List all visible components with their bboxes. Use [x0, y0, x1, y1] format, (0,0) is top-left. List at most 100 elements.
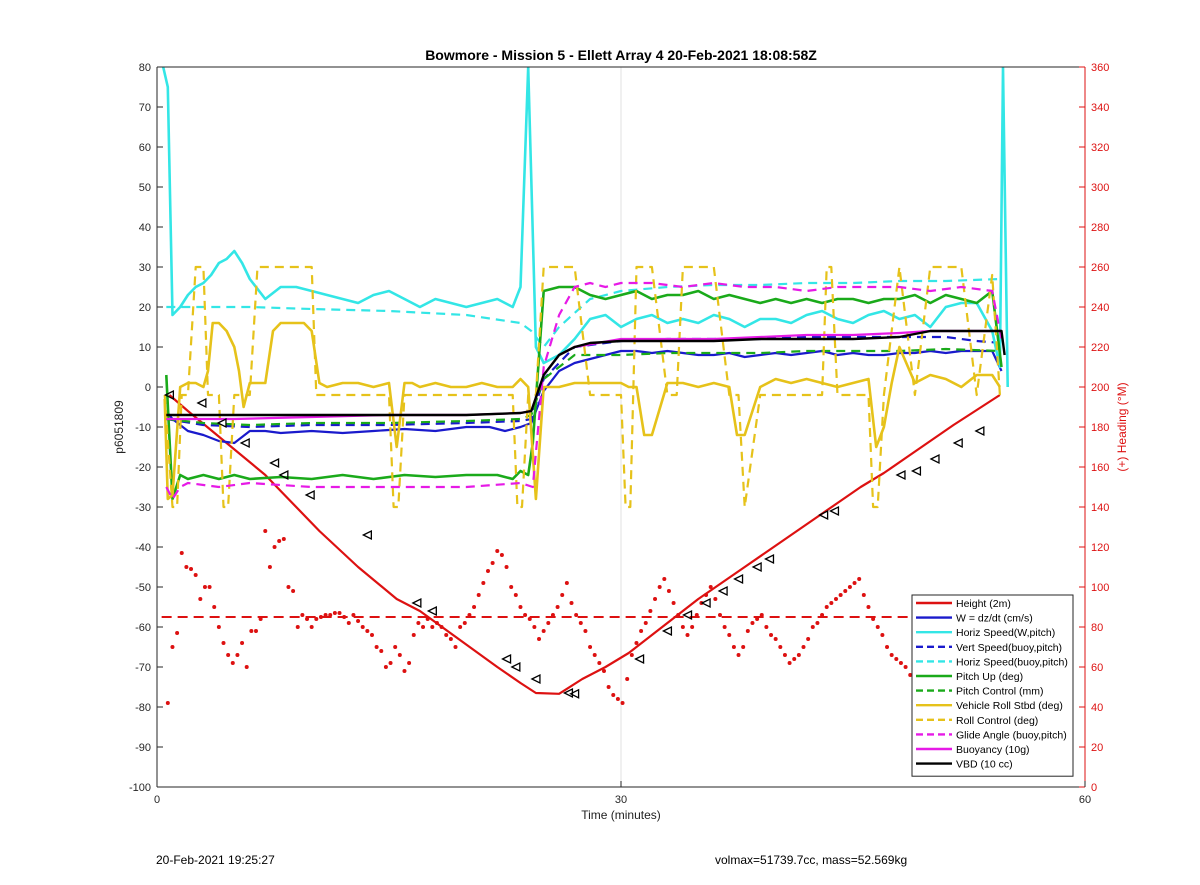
heading-point — [755, 617, 760, 621]
heading-point — [393, 645, 398, 649]
heading-point — [796, 653, 801, 657]
heading-point — [713, 597, 718, 601]
heading-point — [564, 581, 569, 585]
height-marker — [717, 585, 728, 597]
y-tick-label: 20 — [139, 302, 151, 314]
height-marker — [426, 605, 437, 617]
heading-point — [198, 597, 203, 601]
height-marker — [269, 457, 280, 469]
legend-label: Vehicle Roll Stbd (deg) — [956, 700, 1063, 712]
height-marker — [411, 597, 422, 609]
height-marker — [952, 437, 963, 449]
legend-label: Buoyancy (10g) — [956, 744, 1030, 756]
heading-point — [230, 661, 235, 665]
heading-point — [611, 693, 616, 697]
legend-label: Horiz Speed(W,pitch) — [956, 627, 1055, 639]
heading-point — [634, 641, 639, 645]
heading-point — [550, 613, 555, 617]
heading-point — [694, 613, 699, 617]
heading-point — [448, 637, 453, 641]
y2-tick-label: 20 — [1091, 742, 1103, 754]
height-marker — [895, 469, 906, 481]
heading-point — [351, 613, 356, 617]
legend-label: W = dz/dt (cm/s) — [956, 613, 1033, 625]
height-marker — [974, 425, 985, 437]
y-tick-label: 70 — [139, 102, 151, 114]
y-tick-label: 80 — [139, 62, 151, 74]
heading-point — [685, 633, 690, 637]
y2-tick-label: 280 — [1091, 222, 1109, 234]
y2-tick-label: 220 — [1091, 342, 1109, 354]
heading-point — [485, 569, 490, 573]
heading-point — [555, 605, 560, 609]
heading-point — [810, 625, 815, 629]
heading-point — [244, 665, 249, 669]
heading-point — [801, 645, 806, 649]
height-marker — [929, 453, 940, 465]
y2-tick-label: 60 — [1091, 662, 1103, 674]
heading-point — [430, 625, 435, 629]
heading-point — [379, 649, 384, 653]
heading-point — [467, 613, 472, 617]
heading-point — [277, 539, 282, 543]
heading-point — [824, 605, 829, 609]
heading-point — [875, 625, 880, 629]
heading-point — [792, 657, 797, 661]
heading-point — [402, 669, 407, 673]
heading-point — [601, 669, 606, 673]
height-marker — [634, 653, 645, 665]
y-tick-label: 40 — [139, 222, 151, 234]
heading-point — [509, 585, 514, 589]
heading-point — [829, 601, 834, 605]
heading-point — [717, 613, 722, 617]
height-marker — [361, 529, 372, 541]
legend-label: Height (2m) — [956, 598, 1011, 610]
heading-point — [615, 697, 620, 701]
heading-point — [184, 565, 189, 569]
heading-point — [240, 641, 245, 645]
heading-point — [453, 645, 458, 649]
heading-point — [541, 629, 546, 633]
heading-point — [898, 661, 903, 665]
heading-point — [263, 529, 268, 533]
heading-point — [499, 553, 504, 557]
height-marker — [196, 397, 207, 409]
footer-volume-mass: volmax=51739.7cc, mass=52.569kg — [715, 853, 908, 867]
heading-point — [342, 615, 347, 619]
y-tick-label: -30 — [135, 502, 151, 514]
heading-point — [838, 593, 843, 597]
heading-point — [397, 653, 402, 657]
y-tick-label: -40 — [135, 542, 151, 554]
footer-timestamp: 20-Feb-2021 19:25:27 — [156, 853, 275, 867]
heading-point — [226, 653, 231, 657]
y2-axis-label: (+) Heading (°M) — [1115, 382, 1129, 471]
heading-point — [332, 611, 337, 615]
heading-point — [736, 653, 741, 657]
axes: -100-90-80-70-60-50-40-30-20-10010203040… — [129, 62, 1109, 806]
heading-point — [769, 633, 774, 637]
heading-point — [843, 589, 848, 593]
height-marker — [163, 389, 175, 401]
x-tick-label: 60 — [1079, 794, 1091, 806]
heading-point — [193, 573, 198, 577]
heading-point — [411, 633, 416, 637]
y2-tick-label: 240 — [1091, 302, 1109, 314]
heading-point — [527, 617, 532, 621]
heading-point — [291, 589, 296, 593]
heading-point — [458, 625, 463, 629]
heading-point — [212, 605, 217, 609]
heading-point — [207, 585, 212, 589]
y2-tick-label: 100 — [1091, 582, 1109, 594]
legend-label: Vert Speed(buoy,pitch) — [956, 642, 1062, 654]
heading-point — [318, 615, 323, 619]
height-marker — [828, 505, 840, 517]
heading-point — [745, 629, 750, 633]
height-marker — [700, 597, 711, 609]
heading-point — [727, 633, 732, 637]
heading-point — [513, 593, 518, 597]
height-marker — [239, 437, 250, 449]
heading-point — [871, 617, 876, 621]
heading-point — [272, 545, 277, 549]
heading-point — [741, 645, 746, 649]
